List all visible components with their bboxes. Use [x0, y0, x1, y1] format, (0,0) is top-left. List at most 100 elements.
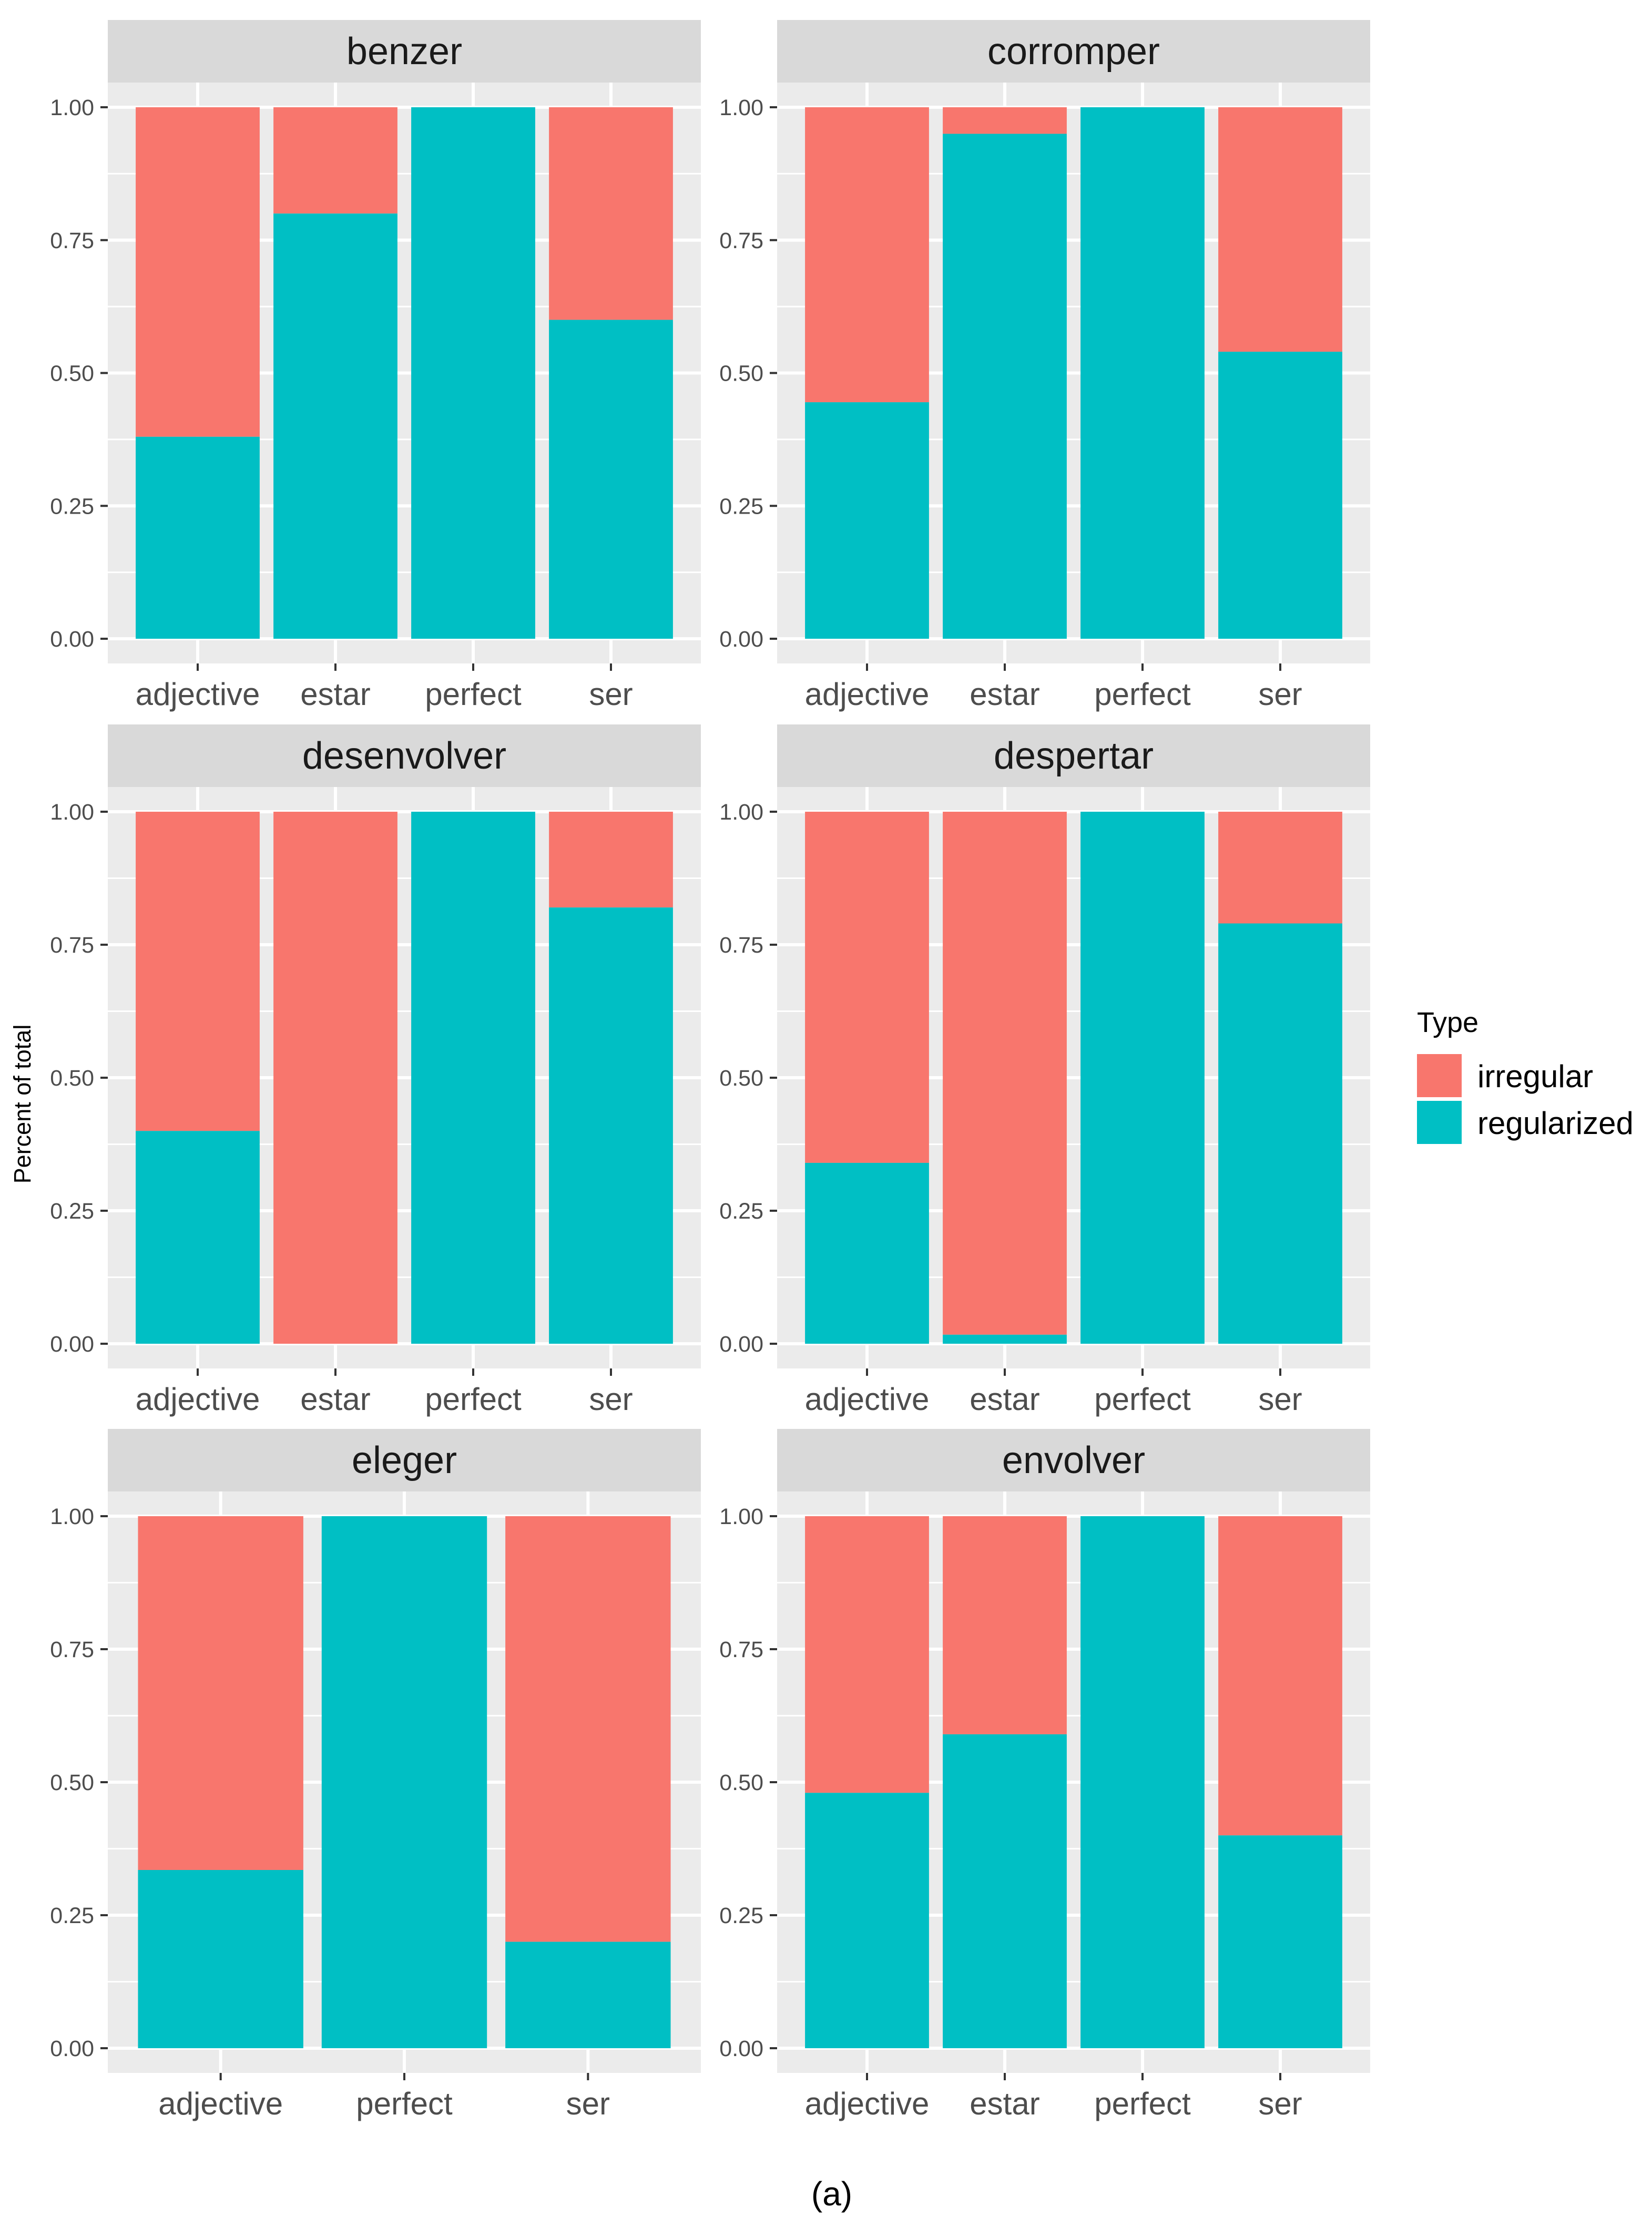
bar-regularized-adjective — [136, 1131, 260, 1344]
x-tick-label: perfect — [1094, 2086, 1191, 2121]
x-tick-label: ser — [589, 677, 633, 712]
y-tick-label: 0.75 — [50, 1637, 94, 1662]
y-tick-label: 0.25 — [719, 1903, 763, 1928]
x-tick-label: perfect — [1094, 677, 1191, 712]
y-tick-label: 0.00 — [719, 2036, 763, 2061]
bar-regularized-estar — [943, 1334, 1067, 1344]
y-tick-label: 0.50 — [719, 1770, 763, 1795]
facet-panel-corromper: corromper adjective estar perfect ser 0.00 0.2… — [719, 20, 1370, 712]
x-tick-label: estar — [300, 677, 370, 712]
legend-swatch-irregular — [1417, 1054, 1462, 1097]
x-tick-label: perfect — [356, 2086, 453, 2121]
x-tick-label: estar — [970, 1382, 1039, 1417]
bar-irregular-ser — [1218, 107, 1342, 352]
bar-regularized-adjective — [805, 402, 929, 639]
chart-panels: benzer adjective estar perfect ser 0.00 0.25 0.… — [50, 20, 1370, 2121]
bar-regularized-ser — [549, 907, 673, 1344]
y-tick-label: 1.00 — [50, 800, 94, 825]
bar-regularized-adjective — [805, 1793, 929, 2048]
bar-regularized-perfect — [321, 1516, 487, 2048]
bar-regularized-estar — [943, 1734, 1067, 2048]
facet-panel-envolver: envolver adjective estar perfect ser 0.00 0.25… — [719, 1429, 1370, 2121]
facet-strip — [108, 724, 701, 787]
y-tick-label: 0.25 — [719, 494, 763, 519]
bar-irregular-ser — [505, 1516, 671, 1942]
facet-panel-benzer: benzer adjective estar perfect ser 0.00 0.25 0.… — [50, 20, 701, 712]
y-axis-title: Percent of total — [9, 1025, 36, 1184]
x-tick-label: ser — [589, 1382, 633, 1417]
facet-panel-eleger: eleger adjective perfect ser 0.00 0.25 0.50 0.7… — [50, 1429, 701, 2121]
bar-irregular-ser — [1218, 1516, 1342, 1836]
facet-title: eleger — [352, 1439, 457, 1481]
y-tick-label: 0.25 — [50, 1903, 94, 1928]
y-tick-label: 0.50 — [50, 1066, 94, 1091]
figure-caption: (a) — [811, 2175, 852, 2213]
facet-title: desenvolver — [302, 735, 506, 777]
y-tick-label: 0.25 — [719, 1199, 763, 1224]
x-tick-label: perfect — [425, 677, 522, 712]
y-tick-label: 1.00 — [719, 95, 763, 120]
bar-irregular-adjective — [136, 107, 260, 437]
bar-regularized-estar — [943, 134, 1067, 639]
bar-regularized-perfect — [1080, 1516, 1205, 2048]
x-tick-label: ser — [1258, 677, 1302, 712]
facet-title: corromper — [987, 30, 1160, 73]
bar-irregular-ser — [549, 107, 673, 320]
x-tick-label: adjective — [136, 677, 260, 712]
facet-panel-desenvolver: desenvolver adjective estar perfect ser 0.00 0… — [50, 724, 701, 1417]
bar-regularized-perfect — [1080, 812, 1205, 1344]
facet-strip — [777, 20, 1370, 83]
bar-irregular-adjective — [805, 1516, 929, 1793]
y-tick-label: 0.50 — [719, 361, 763, 386]
bar-regularized-adjective — [138, 1869, 303, 2048]
facet-strip — [108, 1429, 701, 1491]
x-tick-label: estar — [970, 2086, 1039, 2121]
y-tick-label: 0.50 — [50, 361, 94, 386]
y-tick-label: 0.00 — [719, 627, 763, 652]
bar-irregular-adjective — [805, 107, 929, 403]
y-tick-label: 0.75 — [719, 933, 763, 958]
x-tick-label: adjective — [805, 1382, 930, 1417]
bar-regularized-ser — [1218, 1835, 1342, 2048]
y-tick-label: 0.75 — [719, 228, 763, 253]
y-tick-label: 0.75 — [50, 933, 94, 958]
bar-irregular-ser — [1218, 812, 1342, 924]
facet-title: despertar — [994, 735, 1154, 777]
bar-irregular-estar — [273, 812, 397, 1344]
y-tick-label: 0.75 — [50, 228, 94, 253]
bar-regularized-adjective — [136, 436, 260, 639]
y-tick-label: 1.00 — [50, 1504, 94, 1529]
bar-irregular-adjective — [138, 1516, 303, 1870]
y-tick-label: 0.50 — [719, 1066, 763, 1091]
bar-regularized-ser — [1218, 923, 1342, 1344]
facet-strip — [108, 20, 701, 83]
bar-irregular-adjective — [805, 812, 929, 1163]
bar-regularized-adjective — [805, 1162, 929, 1344]
facet-strip — [777, 724, 1370, 787]
bar-regularized-perfect — [1080, 107, 1205, 639]
bar-irregular-estar — [943, 812, 1067, 1335]
y-tick-label: 0.50 — [50, 1770, 94, 1795]
y-tick-label: 0.00 — [50, 2036, 94, 2061]
bar-regularized-perfect — [411, 812, 535, 1344]
x-tick-label: perfect — [425, 1382, 522, 1417]
legend: Type irregular regularized — [1417, 1007, 1634, 1144]
bar-irregular-estar — [273, 107, 397, 214]
y-tick-label: 0.00 — [50, 1332, 94, 1357]
bar-irregular-adjective — [136, 812, 260, 1131]
y-tick-label: 1.00 — [719, 1504, 763, 1529]
legend-title: Type — [1417, 1007, 1478, 1038]
x-tick-label: ser — [1258, 2086, 1302, 2121]
facet-title: benzer — [346, 30, 462, 73]
x-tick-label: adjective — [805, 2086, 930, 2121]
bar-regularized-estar — [273, 213, 397, 639]
x-tick-label: adjective — [158, 2086, 283, 2121]
y-tick-label: 0.25 — [50, 1199, 94, 1224]
bar-regularized-ser — [1218, 352, 1342, 639]
facet-strip — [777, 1429, 1370, 1491]
bar-irregular-estar — [943, 107, 1067, 134]
legend-swatch-regularized — [1417, 1101, 1462, 1144]
y-tick-label: 1.00 — [50, 95, 94, 120]
bar-regularized-perfect — [411, 107, 535, 639]
facet-panel-despertar: despertar adjective estar perfect ser 0.00 0.2… — [719, 724, 1370, 1417]
